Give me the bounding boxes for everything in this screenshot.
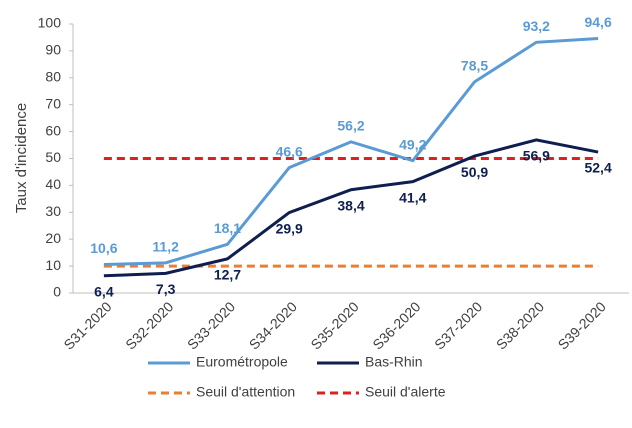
data-label: 94,6	[584, 14, 611, 30]
legend-label: Seuil d'alerte	[365, 384, 446, 400]
data-label: 7,3	[156, 281, 176, 297]
data-label: 52,4	[584, 160, 611, 176]
data-label: 50,9	[461, 164, 488, 180]
legend-label: Bas-Rhin	[365, 354, 423, 370]
y-tick-label: 50	[45, 149, 61, 165]
data-label: 6,4	[94, 283, 114, 299]
x-tick-label: S37-2020	[431, 298, 485, 352]
data-label: 56,9	[523, 148, 550, 164]
x-tick-label: S39-2020	[555, 298, 609, 352]
x-tick-label: S33-2020	[184, 298, 238, 352]
y-tick-label: 100	[38, 15, 62, 31]
series-line	[103, 138, 599, 278]
x-tick-label: S32-2020	[122, 298, 176, 352]
y-tick-label: 70	[45, 95, 61, 111]
legend-label: Seuil d'attention	[196, 384, 295, 400]
y-axis-label: Taux d'incidence	[13, 103, 30, 213]
y-tick-label: 90	[45, 42, 61, 58]
data-label: 41,4	[399, 189, 426, 205]
y-tick-label: 30	[45, 203, 61, 219]
data-label: 29,9	[276, 220, 303, 236]
data-label: 78,5	[461, 58, 488, 74]
data-label: 46,6	[276, 143, 303, 159]
x-tick-label: S34-2020	[246, 298, 300, 352]
x-tick-label: S35-2020	[307, 298, 361, 352]
data-label: 49,2	[399, 136, 426, 152]
y-tick-label: 40	[45, 176, 61, 192]
y-tick-label: 60	[45, 122, 61, 138]
data-label: 56,2	[337, 118, 364, 134]
y-tick-label: 10	[45, 257, 61, 273]
y-tick-label: 20	[45, 230, 61, 246]
x-tick-label: S36-2020	[369, 298, 423, 352]
data-label: 93,2	[523, 18, 550, 34]
x-tick-label: S31-2020	[60, 298, 114, 352]
legend-label: Eurométropole	[196, 354, 288, 370]
y-tick-label: 80	[45, 69, 61, 85]
data-label: 18,1	[214, 220, 241, 236]
x-tick-label: S38-2020	[493, 298, 547, 352]
data-label: 11,2	[152, 239, 179, 255]
y-tick-label: 0	[53, 284, 61, 300]
data-label: 12,7	[214, 267, 241, 283]
data-label: 10,6	[90, 240, 117, 256]
data-label: 38,4	[337, 197, 364, 213]
series-line	[103, 37, 599, 266]
